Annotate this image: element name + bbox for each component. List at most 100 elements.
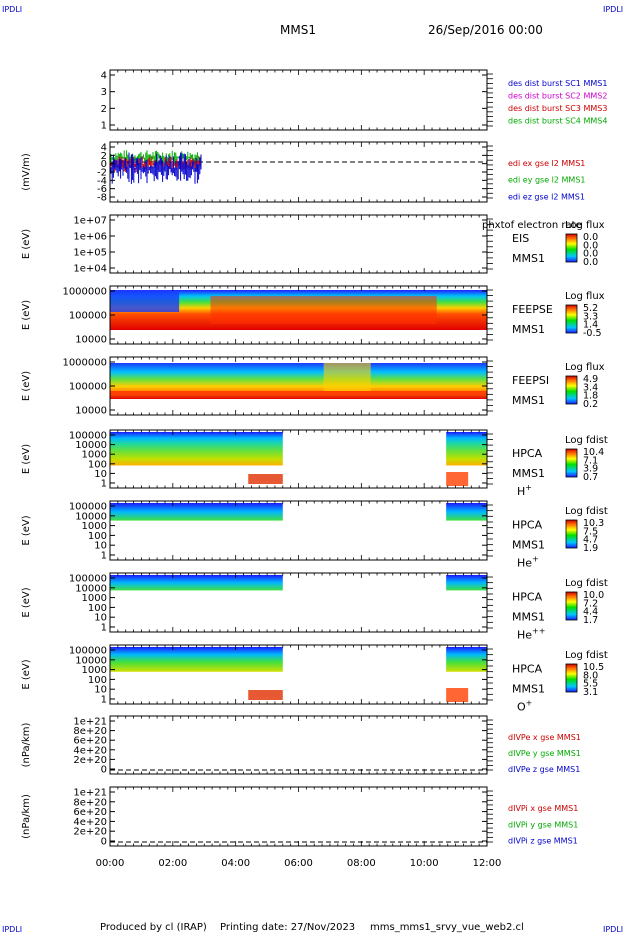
instrument-label: HPCA <box>512 447 543 460</box>
panel-eis: 1e+07 1e+06 1e+05 1e+04 E (eV) EIS MMS1 phxtof … <box>21 214 605 275</box>
legend-entry: dIVPi x gse MMS1 <box>508 804 578 813</box>
legend-entry: dIVPi z gse MMS1 <box>508 837 578 846</box>
legend-entry: edi ez gse l2 MMS1 <box>508 192 585 201</box>
colorbar-tick-label: 4.9 <box>583 374 598 385</box>
y-axis-label: E (eV) <box>21 300 32 330</box>
hpca-lowE-tail <box>248 474 283 484</box>
footer-filename: mms_mms1_srvy_vue_web2.cl <box>370 922 524 933</box>
y-tick-label: 1000 <box>82 450 107 461</box>
colorbar-tick-label: 7.1 <box>583 455 598 466</box>
y-tick-label: 1000000 <box>62 358 107 369</box>
hpca-coverage-2 <box>446 432 487 466</box>
y-tick-label: 100 <box>88 675 107 686</box>
y-tick-label: 4 <box>101 71 107 82</box>
corner-label-tr: IPDLI <box>603 5 623 14</box>
colorbar-tick-label: 7.2 <box>583 598 598 609</box>
colorbar-tick-label: 1.9 <box>583 543 598 554</box>
y-tick-label: 4e+20 <box>73 745 107 756</box>
colorbar <box>565 663 578 693</box>
y-tick-label: 100000 <box>69 502 107 513</box>
y-tick-label: 1e+21 <box>73 788 107 799</box>
corner-label-br: IPDLI <box>603 925 623 934</box>
y-tick-label: 10000 <box>75 511 107 522</box>
colorbar-tick-label: 3.9 <box>583 464 598 475</box>
hpca-coverage-1 <box>110 503 283 521</box>
y-axis-label: E (eV) <box>21 371 32 401</box>
legend-entry: dIVPe x gse MMS1 <box>508 733 581 742</box>
colorbar <box>565 304 578 334</box>
y-axis-label: E (eV) <box>21 515 32 545</box>
panels-group: 4 3 2 1 des dist burst SC1 MMS1 des dist burs… <box>21 69 608 848</box>
feepse-hot-region <box>210 296 437 324</box>
y-tick-label: 10000 <box>75 440 107 451</box>
y-tick-label: 0 <box>101 837 107 848</box>
colorbar-tick-label: 3.1 <box>583 687 598 698</box>
spacecraft-label: MMS1 <box>512 394 545 407</box>
feepsi-low-band <box>110 391 487 395</box>
y-tick-label: 100 <box>88 459 107 470</box>
y-tick-label: 1000000 <box>62 287 107 298</box>
panel-frame <box>109 786 488 847</box>
panel-edi: 420-2-4-6-8 (mV/m) edi ex gse l2 MMS1 edi e… <box>21 141 586 204</box>
species-label: He+ <box>517 555 539 570</box>
y-tick-label: 1000 <box>82 521 107 532</box>
colorbar <box>565 448 578 478</box>
instrument-label: HPCA <box>512 591 543 604</box>
spacecraft-label: MMS1 <box>512 467 545 480</box>
y-tick-label: 2 <box>101 151 107 162</box>
overlay-label: phxtof electron rate <box>482 220 582 231</box>
colorbar-tick-label: 0.0 <box>583 249 598 260</box>
colorbar-tick-label: 1.7 <box>583 615 598 626</box>
legend-entry: des dist burst SC1 MMS1 <box>508 79 607 88</box>
colorbar-title: Log fdist <box>565 650 608 661</box>
colorbar-tick-label: 0.7 <box>583 472 598 483</box>
hpca-coverage-2 <box>446 575 487 591</box>
colorbar-tick-label: 3.3 <box>583 311 598 322</box>
hpca-coverage-1 <box>110 575 283 591</box>
species-label: H+ <box>517 483 532 498</box>
instrument-label: HPCA <box>512 519 543 532</box>
y-tick-label: 1e+06 <box>73 232 107 243</box>
x-tick-label: 00:00 <box>96 858 125 869</box>
y-tick-label: 1e+21 <box>73 717 107 728</box>
instrument-label: FEEPSI <box>512 374 549 387</box>
x-tick-label: 08:00 <box>347 858 376 869</box>
x-tick-label: 10:00 <box>410 858 439 869</box>
y-tick-label: 8e+20 <box>73 797 107 808</box>
y-axis-label: E (eV) <box>21 444 32 474</box>
y-axis-label: (nPa/km) <box>21 794 32 839</box>
legend-entry: des dist burst SC3 MMS3 <box>508 104 607 113</box>
y-tick-label: 6e+20 <box>73 736 107 747</box>
legend-entry: edi ex gse l2 MMS1 <box>508 159 585 168</box>
x-tick-label: 06:00 <box>284 858 313 869</box>
colorbar-tick-label: 1.8 <box>583 391 598 402</box>
y-tick-label: 10000 <box>75 406 107 417</box>
y-tick-label: 100000 <box>69 574 107 585</box>
colorbar <box>565 375 578 405</box>
panel-des: 4 3 2 1 des dist burst SC1 MMS1 des dist burs… <box>101 69 607 132</box>
y-tick-label: 4e+20 <box>73 817 107 828</box>
feepse-early-block <box>110 290 180 312</box>
hpca-lowE-tail <box>248 690 283 700</box>
y-axis-label: E (eV) <box>21 587 32 617</box>
hpca-coverage-1 <box>110 647 283 672</box>
y-tick-label: 10 <box>94 469 107 480</box>
y-tick-label: 1 <box>101 551 107 562</box>
colorbar-tick-label: 5.2 <box>583 303 598 314</box>
species-label: He++ <box>517 627 545 642</box>
colorbar-tick-label: 10.3 <box>583 518 604 529</box>
y-axis-label: E (eV) <box>21 659 32 689</box>
y-tick-label: 100000 <box>69 431 107 442</box>
y-tick-label: 10 <box>94 685 107 696</box>
instrument-label: FEEPSE <box>512 303 553 316</box>
y-axis-label: (nPa/km) <box>21 723 32 768</box>
y-tick-label: 8e+20 <box>73 726 107 737</box>
instrument-label: HPCA <box>512 663 543 676</box>
x-tick-label: 04:00 <box>221 858 250 869</box>
colorbar-tick-label: 0.0 <box>583 257 598 268</box>
y-tick-label: 10000 <box>75 583 107 594</box>
